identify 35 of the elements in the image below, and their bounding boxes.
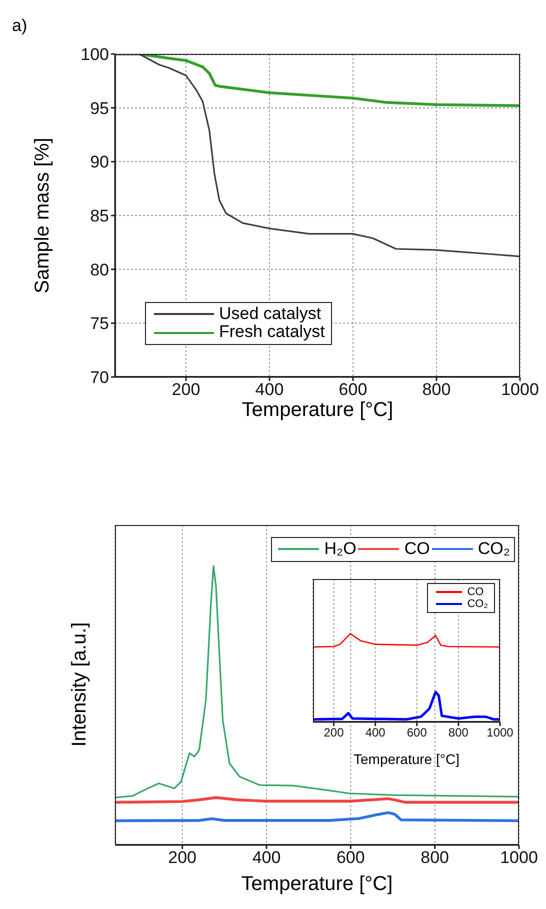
x-axis-title: Temperature [°C] bbox=[240, 873, 394, 896]
x-tick-label: 200 bbox=[324, 726, 344, 740]
text: a) bbox=[12, 16, 28, 36]
x-tick-label: 600 bbox=[338, 380, 368, 400]
legend-label: CO₂ bbox=[478, 539, 510, 559]
x-tick-label: 400 bbox=[365, 726, 386, 740]
x-tick-label: 1000 bbox=[501, 380, 539, 400]
x-tick-label: 1000 bbox=[486, 726, 514, 740]
x-tick-label: 800 bbox=[422, 380, 451, 400]
x-tick-label: 200 bbox=[172, 380, 200, 400]
y-tick-label: 70 bbox=[90, 368, 109, 388]
x-tick-label: 1000 bbox=[500, 848, 538, 868]
x-tick-label: 200 bbox=[168, 848, 197, 868]
x-tick-label: 600 bbox=[336, 848, 365, 868]
legend-label: Used catalyst bbox=[219, 304, 322, 324]
y-tick-label: 85 bbox=[90, 206, 109, 226]
y-tick-label: 90 bbox=[90, 152, 109, 172]
y-axis-title: Sample mass [%] bbox=[32, 136, 54, 295]
x-tick-label: 400 bbox=[255, 380, 284, 400]
y-tick-label: 100 bbox=[80, 45, 109, 64]
legend-label: CO bbox=[404, 539, 430, 559]
legend-label: H₂O bbox=[324, 539, 356, 559]
x-tick-label: 600 bbox=[406, 726, 428, 740]
y-tick-label: 80 bbox=[90, 260, 109, 280]
x-tick-label: 800 bbox=[420, 848, 450, 868]
legend-label: CO₂ bbox=[467, 598, 488, 610]
y-axis-title: Intensity [a.u.] bbox=[68, 621, 92, 749]
x-tick-label: 800 bbox=[448, 726, 469, 740]
legend-label: CO bbox=[467, 586, 484, 598]
legend-label: Fresh catalyst bbox=[219, 322, 325, 342]
x-axis-title: Temperature [°C] bbox=[352, 750, 460, 767]
x-tick-label: 400 bbox=[252, 848, 281, 868]
y-tick-label: 95 bbox=[90, 98, 109, 118]
y-tick-label: 75 bbox=[90, 314, 109, 334]
x-axis-title: Temperature [°C] bbox=[240, 399, 394, 422]
